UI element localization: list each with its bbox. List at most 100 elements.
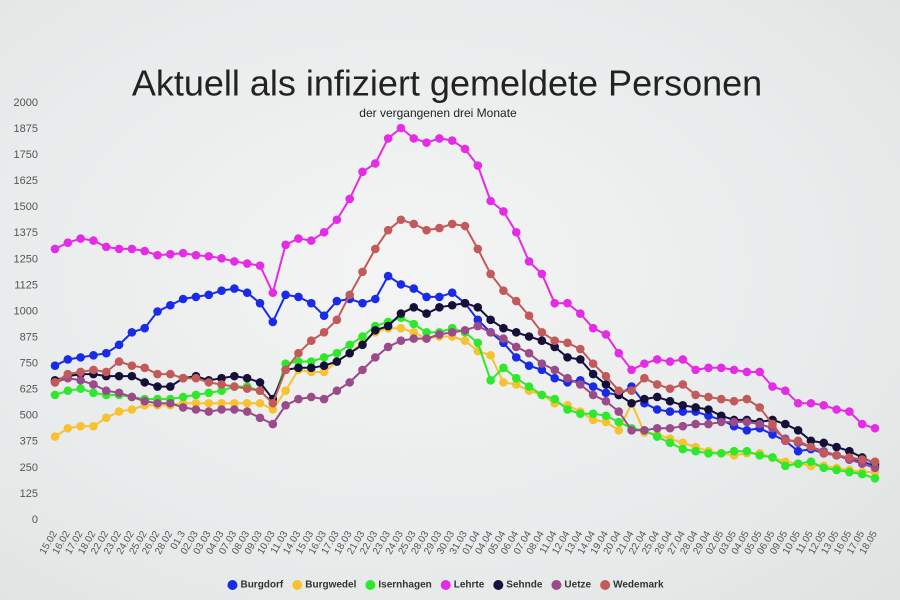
legend-item: Burgdorf [227,580,284,591]
data-point [409,328,419,337]
data-point [793,459,803,469]
data-point [768,453,777,462]
data-point [140,378,149,387]
data-point [153,250,162,260]
data-point [268,405,278,414]
data-point [204,388,214,398]
data-point [665,407,675,416]
data-point [114,244,124,254]
data-point [396,215,406,225]
data-point [652,405,662,414]
data-point [191,405,201,414]
data-point [383,342,393,352]
data-point [614,348,624,358]
data-point [511,353,521,362]
data-point [819,438,829,448]
data-point [178,392,188,402]
data-point [127,371,137,381]
data-point [101,413,111,423]
data-point [499,286,508,295]
data-point [409,334,419,343]
data-point [281,240,290,250]
data-point [870,463,880,473]
data-point [563,405,572,414]
data-point [319,227,329,237]
data-point [640,426,649,435]
data-point [242,259,252,268]
data-point [332,357,342,366]
data-point [729,446,739,456]
y-tick-label: 750 [20,358,38,370]
data-point [755,367,764,377]
y-tick-label: 1000 [14,305,38,317]
legend-item: Lehrte [440,580,485,591]
data-point [409,134,419,143]
data-point [447,219,457,229]
y-tick-label: 625 [20,384,38,396]
data-point [755,419,764,429]
legend-swatch [600,580,611,590]
data-point [524,348,534,358]
data-point [242,373,252,383]
data-point [358,365,367,375]
data-point [588,409,598,418]
data-point [550,342,559,352]
data-point [537,390,547,400]
data-point [396,280,406,289]
data-point [140,246,149,256]
y-tick-label: 375 [20,436,38,448]
y-tick-label: 875 [20,331,38,343]
data-point [89,350,98,360]
data-point [63,369,73,379]
data-point [601,371,611,381]
data-point [447,136,457,145]
data-point [716,363,726,373]
data-point [806,398,816,408]
chart-subtitle: der vergangenen drei Monate [359,106,517,120]
data-point [768,419,777,429]
y-tick-label: 500 [20,410,38,422]
data-point [755,403,764,412]
chart-title: Aktuell als infiziert gemeldete Personen [132,63,762,104]
data-point [755,451,764,460]
data-point [166,300,175,310]
data-point [768,430,777,439]
data-point [332,215,342,225]
data-point [101,242,111,252]
data-point [678,355,688,364]
legend-label: Isernhagen [378,580,431,591]
data-point [781,386,790,396]
data-point [345,340,354,350]
data-point [306,363,316,373]
data-point [486,269,495,279]
data-point [153,382,162,391]
y-tick-label: 1125 [14,279,38,291]
legend-item: Isernhagen [365,580,432,591]
data-point [191,390,201,400]
data-point [371,294,380,304]
data-point [729,417,739,427]
data-point [550,373,559,383]
data-point [550,365,559,375]
y-tick-label: 1250 [14,253,38,265]
legend-label: Lehrte [454,580,485,591]
data-point [601,388,611,398]
data-point [537,336,547,345]
data-point [486,315,495,325]
data-point [601,330,611,339]
data-point [447,328,457,337]
data-point [460,298,470,308]
plot-area: 0 125 250 375 500 625 750 875 1000 1125 1250 1375 15… [14,97,881,557]
data-point [345,378,354,387]
data-point [601,396,611,406]
data-point [204,251,214,261]
data-point [204,407,214,416]
data-point [358,267,367,277]
data-point [511,296,521,306]
data-point [819,448,829,458]
data-point [652,392,662,402]
data-point [255,398,265,408]
data-point [294,363,303,373]
data-point [153,369,162,379]
data-point [473,321,483,331]
